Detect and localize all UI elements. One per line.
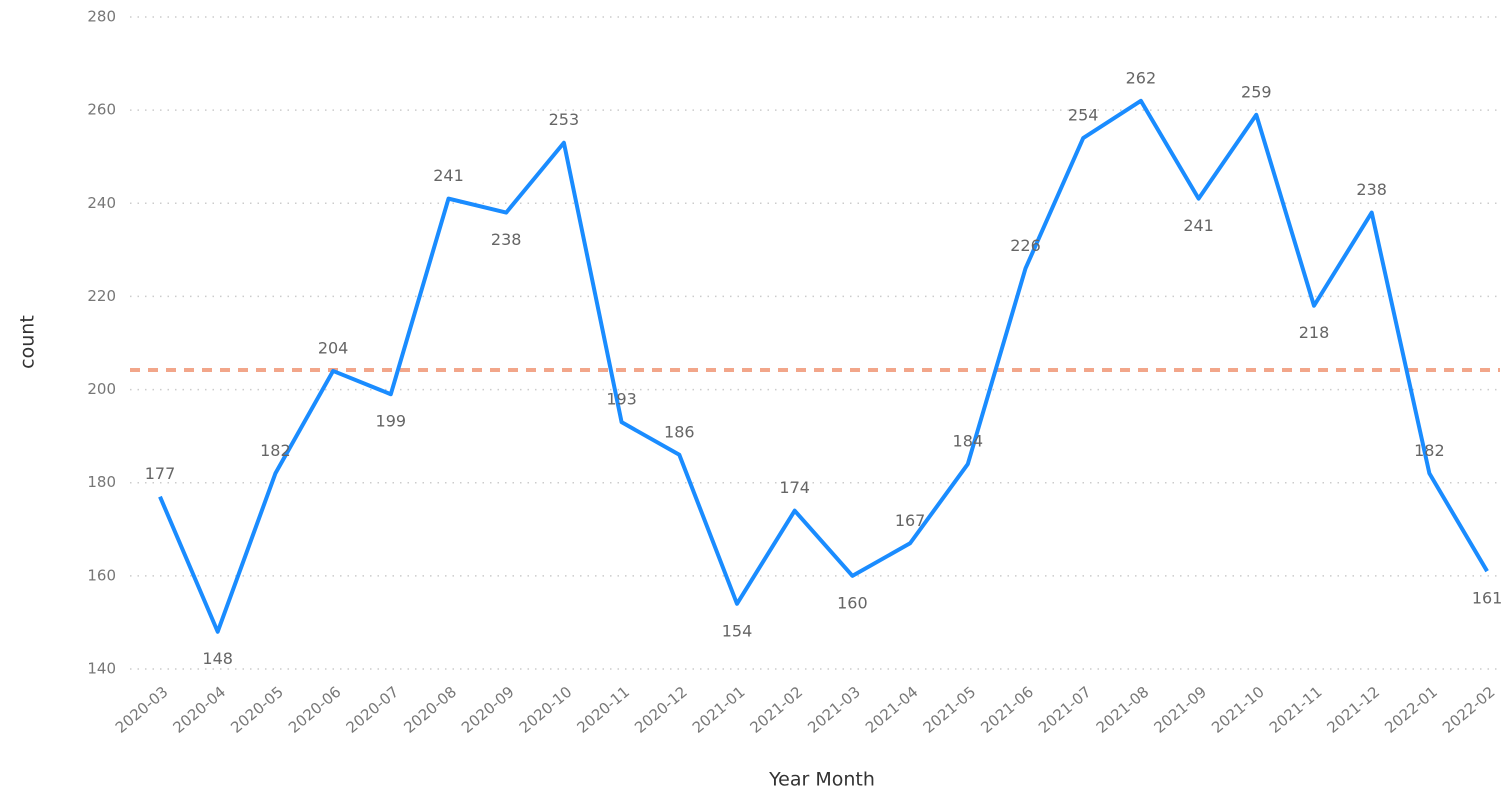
data-label: 182 [260, 441, 291, 460]
x-tick-label: 2020-07 [343, 683, 403, 737]
y-tick-label: 240 [87, 194, 116, 212]
x-tick-label: 2021-12 [1324, 683, 1384, 737]
data-label: 226 [1010, 236, 1041, 255]
y-tick-label: 200 [87, 380, 116, 398]
x-tick-label: 2020-11 [573, 683, 633, 737]
data-label: 184 [953, 432, 984, 451]
x-tick-label: 2021-11 [1266, 683, 1326, 737]
x-tick-label: 2021-03 [804, 683, 864, 737]
data-label: 177 [145, 464, 176, 483]
y-tick-label: 180 [87, 473, 116, 491]
x-tick-label: 2021-07 [1035, 683, 1095, 737]
data-label: 167 [895, 511, 926, 530]
data-label: 241 [1183, 216, 1214, 235]
data-label: 204 [318, 338, 349, 357]
data-label: 193 [606, 390, 637, 409]
data-label: 148 [202, 649, 233, 668]
y-tick-label: 260 [87, 101, 116, 119]
x-tick-label: 2021-06 [977, 683, 1037, 737]
y-tick-label: 140 [87, 660, 116, 678]
data-label: 161 [1472, 589, 1503, 608]
y-axis-title: count [17, 315, 39, 369]
x-axis-title: Year Month [768, 769, 875, 791]
x-tick-label: 2020-03 [112, 683, 172, 737]
data-label: 160 [837, 593, 868, 612]
data-label: 253 [549, 110, 580, 129]
x-tick-label: 2022-01 [1381, 683, 1441, 737]
data-label: 182 [1414, 441, 1445, 460]
data-label: 238 [1356, 180, 1387, 199]
data-label: 186 [664, 422, 695, 441]
x-tick-label: 2020-09 [458, 683, 518, 737]
x-tick-label: 2021-10 [1208, 683, 1268, 737]
data-label: 259 [1241, 82, 1272, 101]
x-tick-label: 2020-12 [631, 683, 691, 737]
y-tick-label: 160 [87, 566, 116, 584]
data-label: 241 [433, 166, 464, 185]
x-tick-label: 2020-10 [516, 683, 576, 737]
x-tick-label: 2021-09 [1150, 683, 1210, 737]
x-tick-label: 2021-02 [747, 683, 807, 737]
x-tick-label: 2021-01 [689, 683, 749, 737]
x-tick-label: 2020-04 [170, 683, 230, 737]
x-tick-label: 2021-04 [862, 683, 922, 737]
data-label: 218 [1299, 323, 1330, 342]
data-label: 199 [376, 412, 407, 431]
x-tick-label: 2020-05 [227, 683, 287, 737]
y-tick-label: 220 [87, 287, 116, 305]
data-label: 262 [1126, 68, 1157, 87]
x-tick-label: 2022-02 [1439, 683, 1499, 737]
x-tick-label: 2021-05 [920, 683, 980, 737]
data-label: 174 [779, 478, 810, 497]
x-tick-label: 2020-06 [285, 683, 345, 737]
data-label: 254 [1068, 106, 1099, 125]
line [158, 98, 1489, 634]
x-tick-label: 2021-08 [1093, 683, 1153, 737]
x-tick-label: 2020-08 [400, 683, 460, 737]
data-label: 154 [722, 621, 753, 640]
data-label: 238 [491, 230, 522, 249]
y-tick-label: 280 [87, 8, 116, 26]
